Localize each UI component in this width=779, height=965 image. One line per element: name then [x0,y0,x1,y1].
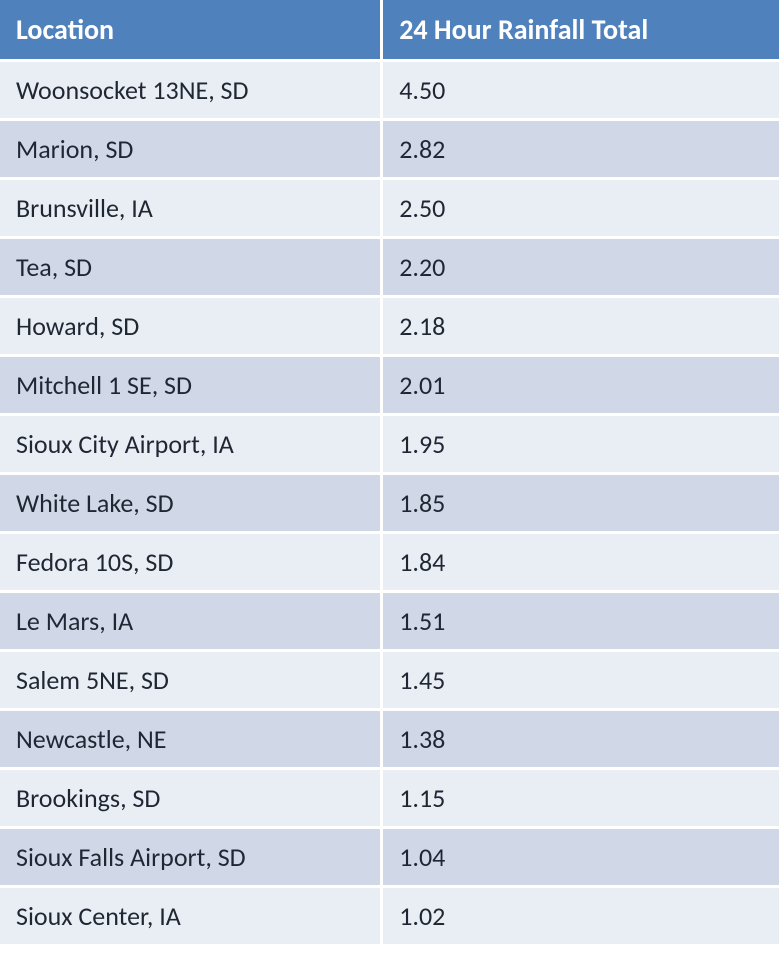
cell-location: Marion, SD [0,120,382,179]
cell-location: Sioux Center, IA [0,887,382,946]
table-header-row: Location 24 Hour Rainfall Total [0,0,779,61]
rainfall-table-container: Location 24 Hour Rainfall Total Woonsock… [0,0,779,947]
table-body: Woonsocket 13NE, SD 4.50 Marion, SD 2.82… [0,61,779,946]
cell-location: Newcastle, NE [0,710,382,769]
table-row: Le Mars, IA 1.51 [0,592,779,651]
table-row: Woonsocket 13NE, SD 4.50 [0,61,779,120]
cell-rainfall: 1.02 [382,887,779,946]
table-row: Sioux Center, IA 1.02 [0,887,779,946]
cell-rainfall: 2.50 [382,179,779,238]
cell-rainfall: 2.01 [382,356,779,415]
table-row: Brookings, SD 1.15 [0,769,779,828]
column-header-location: Location [0,0,382,61]
cell-rainfall: 1.85 [382,474,779,533]
cell-rainfall: 1.84 [382,533,779,592]
cell-location: Sioux City Airport, IA [0,415,382,474]
cell-location: Salem 5NE, SD [0,651,382,710]
table-row: Fedora 10S, SD 1.84 [0,533,779,592]
cell-location: Brunsville, IA [0,179,382,238]
cell-rainfall: 2.18 [382,297,779,356]
cell-rainfall: 1.51 [382,592,779,651]
cell-rainfall: 2.82 [382,120,779,179]
cell-rainfall: 1.04 [382,828,779,887]
cell-rainfall: 4.50 [382,61,779,120]
table-row: Sioux City Airport, IA 1.95 [0,415,779,474]
table-row: Mitchell 1 SE, SD 2.01 [0,356,779,415]
table-row: Salem 5NE, SD 1.45 [0,651,779,710]
cell-rainfall: 1.38 [382,710,779,769]
table-row: Sioux Falls Airport, SD 1.04 [0,828,779,887]
rainfall-table: Location 24 Hour Rainfall Total Woonsock… [0,0,779,947]
cell-location: Fedora 10S, SD [0,533,382,592]
cell-location: Woonsocket 13NE, SD [0,61,382,120]
cell-location: White Lake, SD [0,474,382,533]
cell-rainfall: 1.95 [382,415,779,474]
cell-location: Tea, SD [0,238,382,297]
table-row: White Lake, SD 1.85 [0,474,779,533]
table-row: Newcastle, NE 1.38 [0,710,779,769]
cell-location: Mitchell 1 SE, SD [0,356,382,415]
cell-location: Sioux Falls Airport, SD [0,828,382,887]
cell-rainfall: 1.45 [382,651,779,710]
table-row: Tea, SD 2.20 [0,238,779,297]
cell-rainfall: 1.15 [382,769,779,828]
cell-rainfall: 2.20 [382,238,779,297]
column-header-rainfall: 24 Hour Rainfall Total [382,0,779,61]
table-row: Marion, SD 2.82 [0,120,779,179]
table-row: Howard, SD 2.18 [0,297,779,356]
table-row: Brunsville, IA 2.50 [0,179,779,238]
cell-location: Brookings, SD [0,769,382,828]
cell-location: Howard, SD [0,297,382,356]
cell-location: Le Mars, IA [0,592,382,651]
